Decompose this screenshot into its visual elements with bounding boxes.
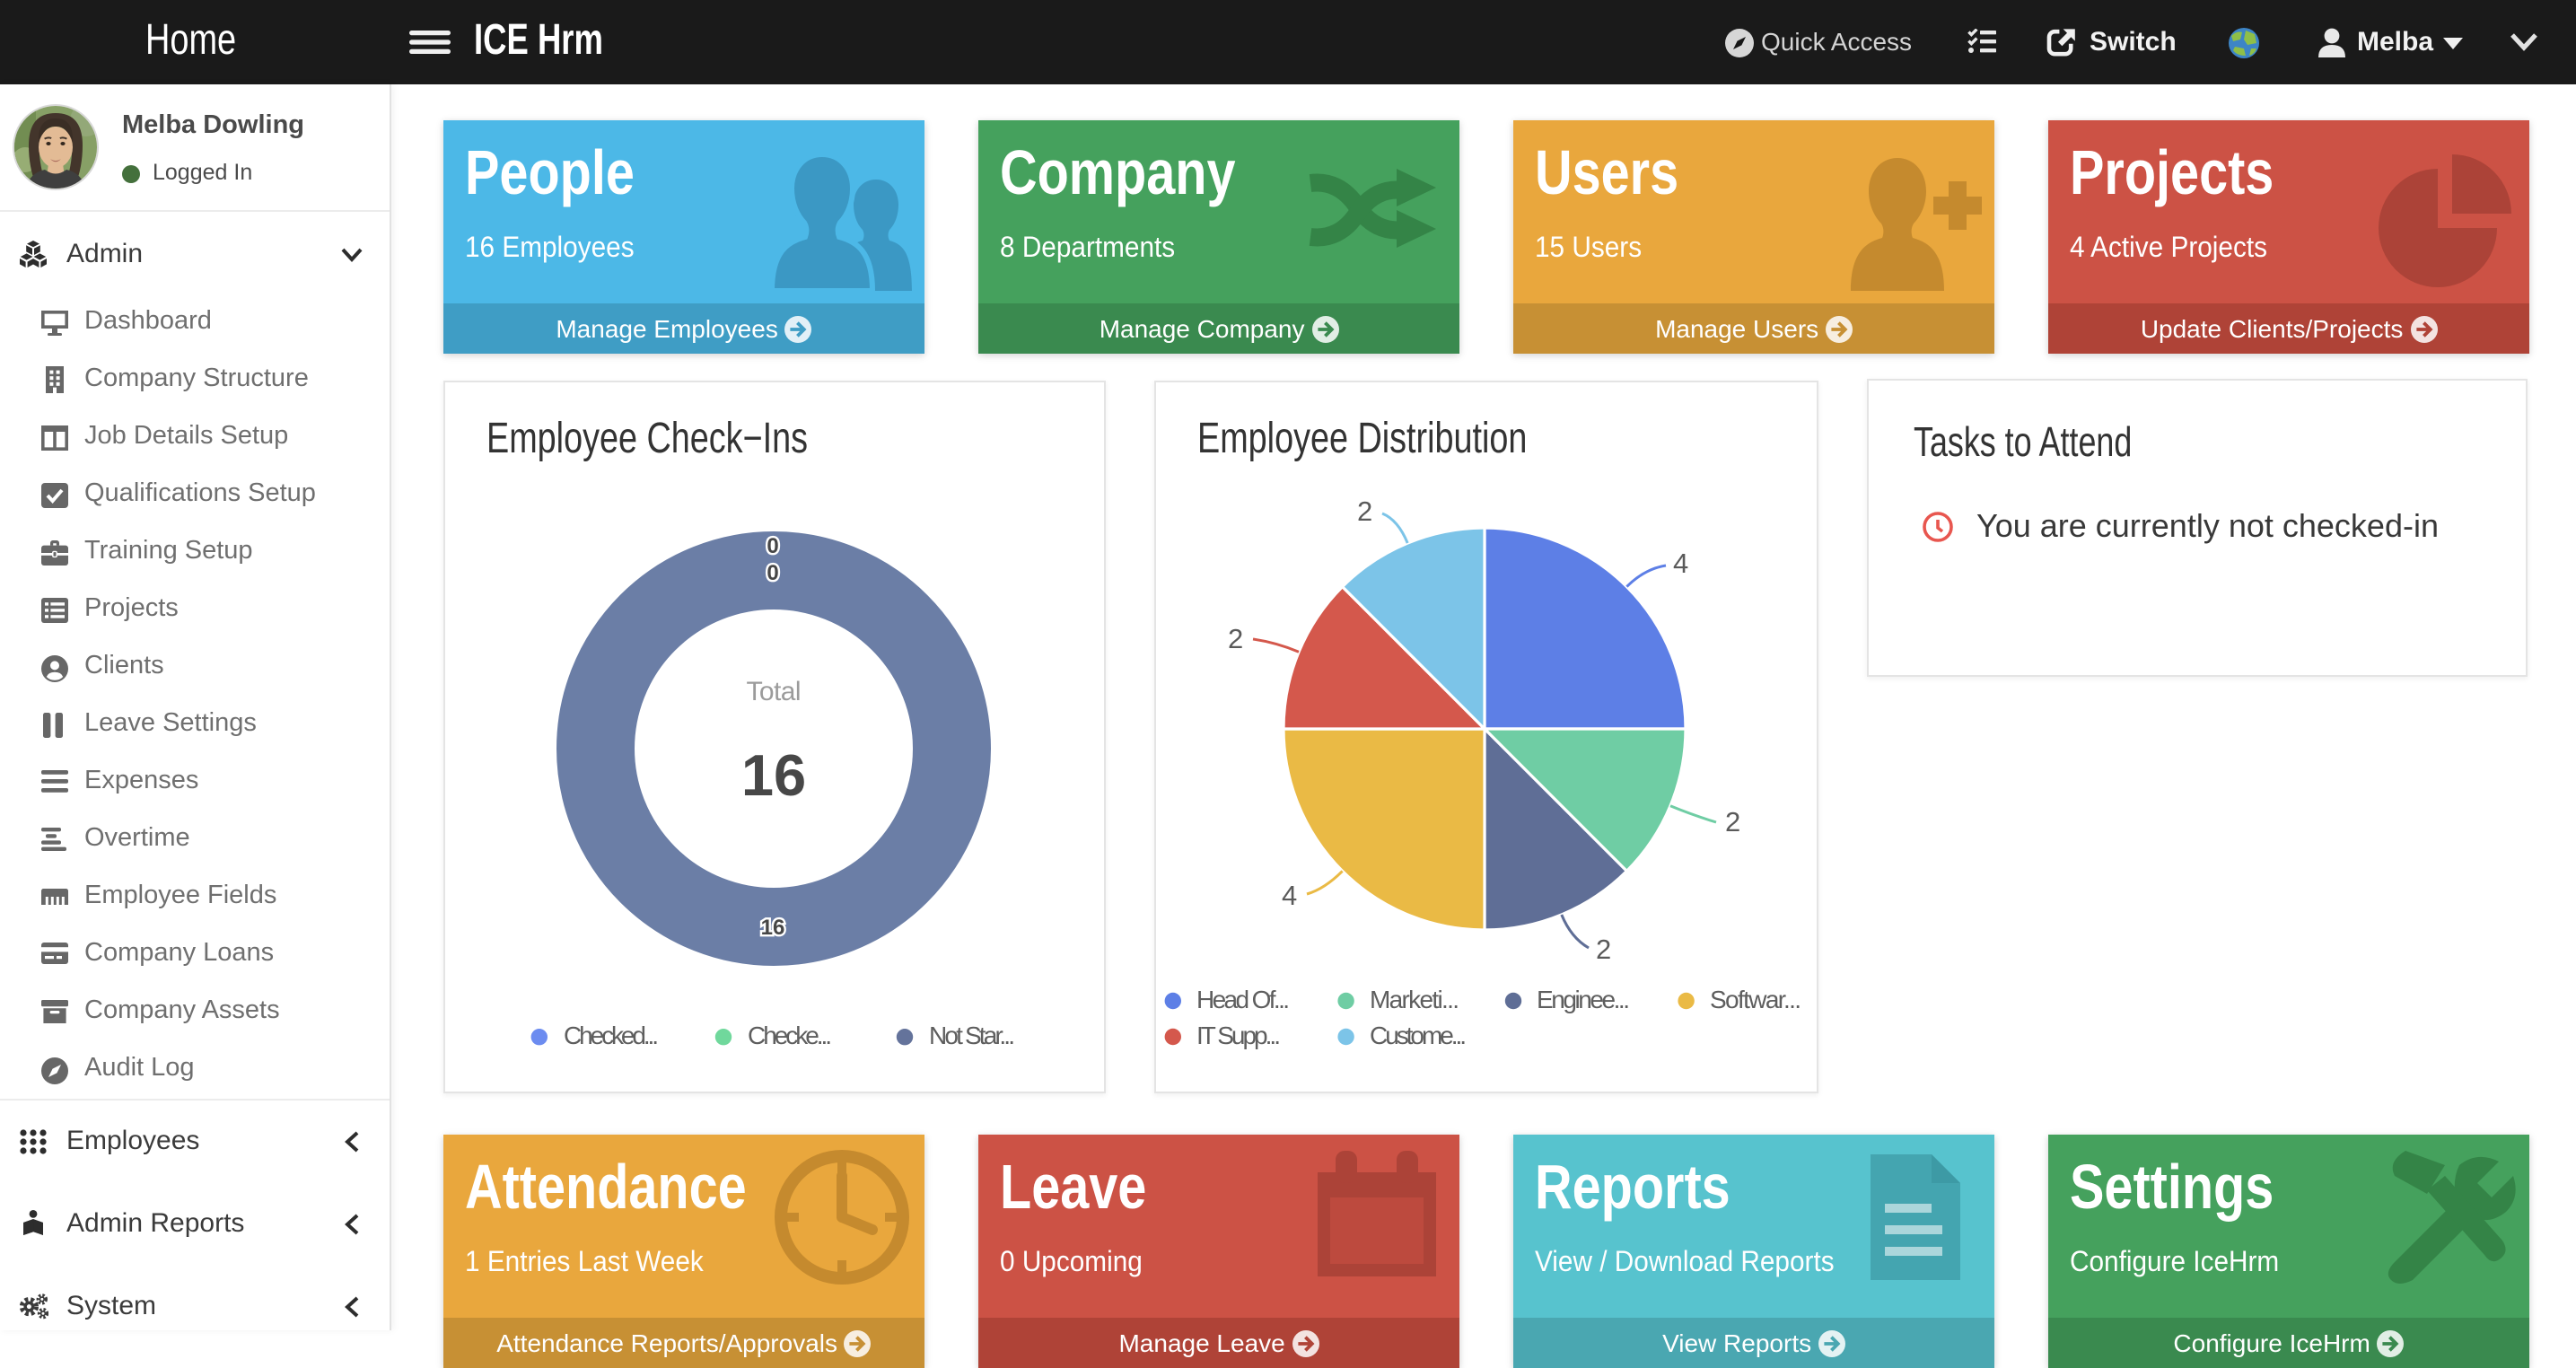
svg-text:Head Of...: Head Of...: [1196, 986, 1290, 1013]
svg-text:2: 2: [1228, 623, 1243, 654]
svg-text:Custome...: Custome...: [1370, 1022, 1467, 1049]
svg-text:Enginee...: Enginee...: [1537, 986, 1630, 1013]
svg-text:0: 0: [767, 534, 778, 558]
svg-text:2: 2: [1596, 934, 1611, 965]
svg-text:4: 4: [1282, 880, 1297, 911]
svg-text:Softwar...: Softwar...: [1710, 986, 1801, 1013]
svg-text:16: 16: [741, 742, 806, 808]
svg-text:4: 4: [1673, 548, 1688, 579]
svg-text:2: 2: [1357, 495, 1372, 527]
svg-text:Total: Total: [747, 677, 802, 706]
svg-text:Checked...: Checked...: [564, 1022, 659, 1049]
svg-text:16: 16: [761, 916, 785, 940]
svg-text:Not Star...: Not Star...: [929, 1022, 1015, 1049]
svg-text:IT Supp...: IT Supp...: [1196, 1022, 1281, 1049]
svg-text:Marketi...: Marketi...: [1370, 986, 1459, 1013]
svg-text:0: 0: [767, 561, 778, 585]
svg-text:Checke...: Checke...: [748, 1022, 832, 1049]
svg-text:2: 2: [1725, 806, 1740, 837]
